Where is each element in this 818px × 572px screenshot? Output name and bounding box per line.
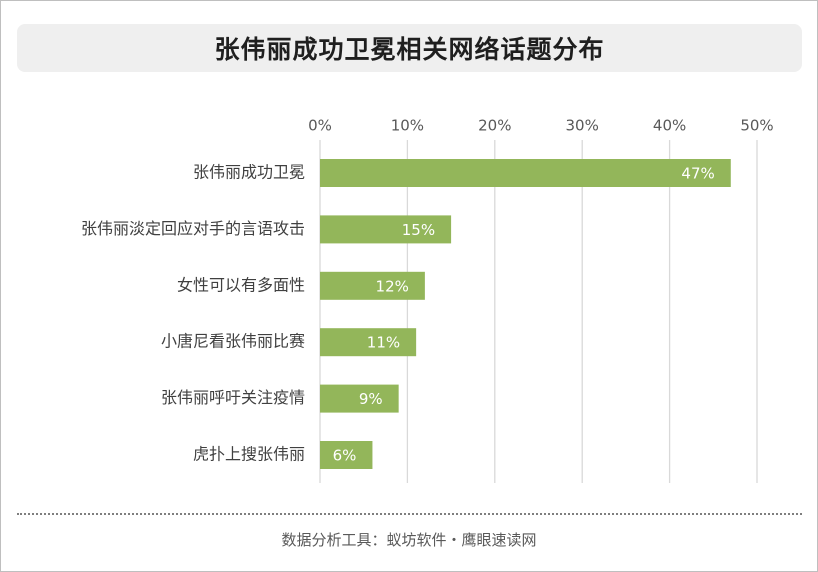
category-label: 女性可以有多面性 — [177, 275, 305, 294]
category-label: 张伟丽淡定回应对手的言语攻击 — [81, 219, 305, 238]
x-tick-label: 0% — [308, 117, 332, 135]
bar — [320, 328, 417, 357]
bar-value-label: 6% — [333, 447, 357, 465]
title-bar: 张伟丽成功卫冕相关网络话题分布 — [17, 24, 802, 72]
chart-title: 张伟丽成功卫冕相关网络话题分布 — [214, 35, 605, 64]
bar — [320, 159, 731, 187]
bar — [320, 271, 425, 300]
bar-value-label: 11% — [367, 334, 400, 352]
bar-value-label: 47% — [681, 165, 714, 183]
category-label: 小唐尼看张伟丽比赛 — [161, 332, 305, 351]
category-label: 张伟丽成功卫冕 — [193, 163, 305, 182]
x-tick-label: 40% — [653, 117, 686, 135]
x-tick-label: 50% — [740, 117, 773, 135]
category-label: 虎扑上搜张伟丽 — [193, 445, 305, 464]
bar-chart: 0% 10% 20% 30% 40% 50% 张伟丽成功卫冕 47% 张伟丽淡定回应对手的言语攻… — [81, 117, 774, 483]
bar-value-label: 15% — [402, 221, 435, 239]
x-tick-label: 10% — [391, 117, 424, 135]
bar — [320, 441, 373, 469]
footer-divider — [17, 513, 802, 515]
bar — [320, 384, 399, 413]
bar — [320, 215, 452, 244]
x-tick-label: 20% — [478, 117, 511, 135]
bar-value-label: 12% — [376, 277, 409, 295]
bar-value-label: 9% — [359, 390, 383, 408]
x-tick-label: 30% — [566, 117, 599, 135]
source-note: 数据分析工具：蚁坊软件・鹰眼速读网 — [281, 531, 537, 549]
category-label: 张伟丽呼吁关注疫情 — [161, 388, 305, 407]
